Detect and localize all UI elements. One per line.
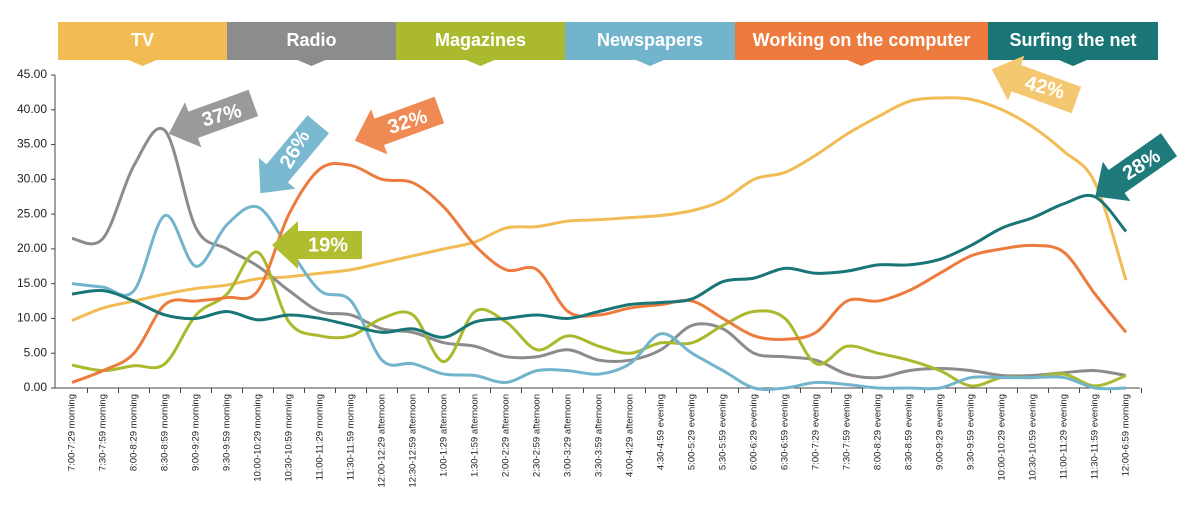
x-tick-label: 12:30-12:59 afternoon [408, 394, 419, 488]
x-tick-label: 10:30-10:59 morning [284, 394, 295, 482]
annotation-arrow [272, 221, 362, 269]
legend-swatch [58, 22, 227, 60]
y-tick-label: 35.00 [17, 137, 47, 151]
legend-item: Magazines [396, 22, 565, 66]
legend-pointer [847, 60, 876, 66]
annotation-text: 37% [200, 100, 245, 132]
x-tick-label: 12:00-6:59 morning [1121, 394, 1132, 476]
annotation: 19% [272, 221, 362, 269]
legend-pointer [297, 60, 326, 66]
x-tick-label: 4:30-4:59 evening [656, 394, 667, 470]
x-tick-label: 11:30-11:59 morning [346, 394, 357, 480]
annotation: 28% [1095, 133, 1178, 202]
legend-label: Newspapers [597, 30, 703, 50]
legend-swatch [227, 22, 396, 60]
x-tick-label: 7:00-7:29 evening [811, 394, 822, 470]
annotation-text: 19% [308, 234, 348, 256]
x-tick-label: 10:00-10:29 evening [997, 394, 1008, 481]
y-tick-label: 10.00 [17, 311, 47, 325]
legend-swatch [735, 22, 988, 60]
x-tick-label: 11:00-11:29 evening [1059, 394, 1070, 479]
x-tick-label: 8:30-8:59 morning [160, 394, 171, 471]
series-line [71, 204, 1127, 392]
x-tick-label: 3:30-3:59 afternoon [594, 394, 605, 477]
legend-pointer [1059, 60, 1087, 66]
y-tick-label: 25.00 [17, 206, 47, 220]
legend-swatch [988, 22, 1158, 60]
legend-label: TV [131, 30, 154, 50]
legend-label: Working on the computer [753, 30, 971, 50]
x-tick-label: 9:00-9:29 evening [935, 394, 946, 470]
annotation-arrow [991, 55, 1082, 114]
x-tick-label: 9:30-9:59 evening [966, 394, 977, 470]
annotation-text: 42% [1022, 72, 1067, 104]
y-tick-label: 15.00 [17, 276, 47, 290]
x-tick-label: 8:30-8:59 evening [904, 394, 915, 470]
y-tick-label: 20.00 [17, 241, 47, 255]
x-tick-label: 8:00-8:29 morning [129, 394, 140, 471]
x-tick-label: 10:00-10:29 morning [253, 394, 264, 482]
y-tick-label: 40.00 [17, 102, 47, 116]
x-tick-label: 1:30-1:59 afternoon [470, 394, 481, 477]
legend-swatch [396, 22, 565, 60]
series-line [71, 96, 1128, 322]
legend-pointer [636, 60, 664, 66]
legend-label: Magazines [435, 30, 526, 50]
x-tick-label: 5:00-5:29 evening [687, 394, 698, 470]
x-tick-label: 9:00-9:29 morning [191, 394, 202, 471]
legend-swatch [565, 22, 735, 60]
x-tick-label: 9:30-9:59 morning [222, 394, 233, 471]
annotation: 32% [354, 96, 445, 155]
y-tick-label: 0.00 [24, 380, 48, 394]
x-tick-label: 5:30-5:59 evening [718, 394, 729, 470]
annotation-arrow [258, 115, 330, 194]
x-tick-label: 6:00-6:29 evening [749, 394, 760, 470]
legend-item: Radio [227, 22, 396, 66]
legend-label: Surfing the net [1010, 30, 1137, 50]
y-tick-label: 45.00 [17, 67, 47, 81]
annotation-arrow [354, 96, 445, 155]
x-tick-label: 7:30-7:59 morning [98, 394, 109, 471]
x-tick-label: 4:00-4:29 afternoon [625, 394, 636, 477]
legend-item: Newspapers [565, 22, 735, 66]
x-tick-label: 12:00-12:29 afternoon [377, 394, 388, 488]
legend-label: Radio [286, 30, 336, 50]
x-tick-label: 1:00-1:29 afternoon [439, 394, 450, 477]
annotation-arrow [1095, 133, 1178, 202]
y-tick-label: 30.00 [17, 172, 47, 186]
series-line [71, 193, 1128, 339]
annotation: 37% [168, 89, 259, 148]
series-line [71, 161, 1128, 384]
x-tick-label: 11:00-11:29 morning [315, 394, 326, 480]
x-tick-label: 11:30-11:59 evening [1090, 394, 1101, 479]
annotation-arrow [168, 89, 259, 148]
x-tick-label: 7:30-7:59 evening [842, 394, 853, 470]
legend-pointer [466, 60, 495, 66]
x-tick-label: 2:00-2:29 afternoon [501, 394, 512, 477]
annotation: 26% [258, 115, 330, 194]
x-tick-label: 3:00-3:29 afternoon [563, 394, 574, 477]
y-tick-label: 5.00 [24, 345, 48, 359]
legend-pointer [128, 60, 157, 66]
series-line [71, 250, 1127, 388]
x-tick-label: 2:30-2:59 afternoon [532, 394, 543, 477]
series-line [71, 127, 1127, 380]
x-tick-label: 6:30-6:59 evening [780, 394, 791, 470]
legend-item: TV [58, 22, 227, 66]
legend-item: Surfing the net [988, 22, 1158, 66]
legend-item: Working on the computer [735, 22, 988, 66]
x-tick-label: 8:00-8:29 evening [873, 394, 884, 470]
x-tick-label: 10:30-10:59 evening [1028, 394, 1039, 481]
x-tick-label: 7:00-7:29 morning [67, 394, 78, 471]
